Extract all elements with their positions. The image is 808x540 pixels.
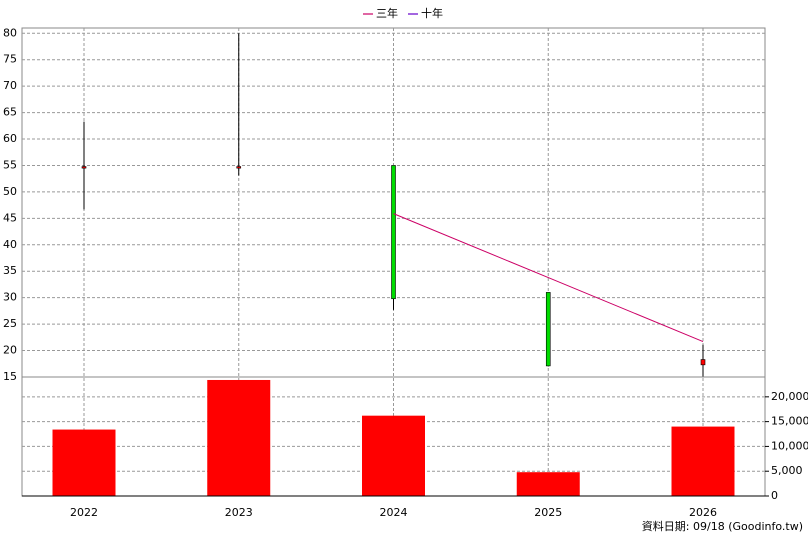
- y-tick-label: 60: [3, 132, 17, 145]
- candle-body: [236, 166, 242, 169]
- y-tick-label: 80: [3, 26, 17, 39]
- volume-bar: [52, 429, 116, 496]
- footer: 資料日期: 09/18 (Goodinfo.tw): [642, 519, 803, 533]
- x-tick-label: 2024: [380, 506, 408, 519]
- y-tick-label: 15: [3, 370, 17, 383]
- candle-body: [700, 359, 706, 366]
- y-tick-label: 50: [3, 185, 17, 198]
- y-tick-label: 25: [3, 317, 17, 330]
- y2-tick-label: 5,000: [771, 464, 803, 477]
- y-tick-label: 40: [3, 238, 17, 251]
- y-tick-label: 65: [3, 106, 17, 119]
- candle-body: [391, 165, 396, 300]
- volume-bar: [207, 379, 271, 496]
- y-tick-label: 35: [3, 264, 17, 277]
- y-tick-label: 45: [3, 211, 17, 224]
- x-tick-label: 2022: [70, 506, 98, 519]
- y2-tick-label: 10,000: [771, 439, 808, 452]
- y2-tick-label: 0: [771, 489, 778, 502]
- candle-body: [545, 292, 551, 367]
- y2-tick-label: 15,000: [771, 415, 808, 428]
- y-tick-label: 75: [3, 53, 17, 66]
- y-tick-label: 20: [3, 344, 17, 357]
- y-tick-label: 30: [3, 291, 17, 304]
- y-tick-label: 55: [3, 158, 17, 171]
- candle-body: [81, 166, 87, 169]
- x-tick-label: 2025: [534, 506, 562, 519]
- line-series: [393, 213, 704, 343]
- y2-tick-label: 20,000: [771, 390, 808, 403]
- volume-bar: [362, 415, 425, 496]
- legend-label: 三年: [376, 6, 398, 20]
- y-tick-label: 70: [3, 79, 17, 92]
- legend-label: 十年: [421, 6, 443, 20]
- x-tick-label: 2026: [689, 506, 717, 519]
- volume-bar: [516, 472, 580, 496]
- x-tick-label: 2023: [225, 506, 253, 519]
- volume-bar: [671, 426, 735, 496]
